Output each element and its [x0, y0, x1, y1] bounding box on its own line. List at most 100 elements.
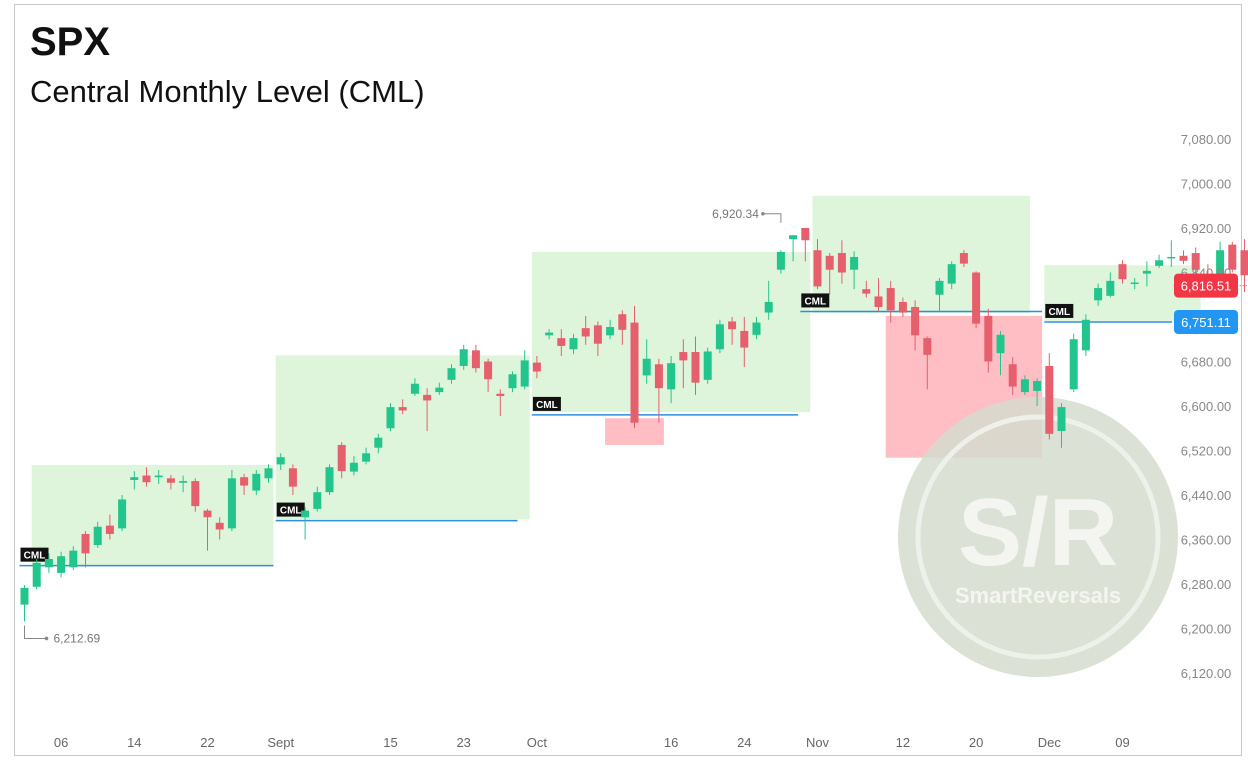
candle-body [1081, 319, 1090, 351]
candle-body [569, 338, 578, 350]
candle-body [1094, 288, 1103, 301]
cml-price-tag-box [1174, 309, 1238, 334]
candle-body [947, 264, 956, 284]
last-price-tag-label: 6,816.51 [1181, 279, 1232, 294]
candle-body [288, 468, 297, 487]
candle-body [362, 453, 371, 462]
candle-body [447, 368, 456, 380]
candle-body [1167, 256, 1176, 259]
candle-body [557, 338, 566, 346]
candle-body [81, 533, 90, 554]
candle-body [935, 280, 944, 295]
y-tick-label: 7,000.00 [1181, 177, 1232, 192]
candle-body [386, 407, 395, 429]
candle-body [984, 315, 993, 362]
cml-tag-box [276, 502, 305, 517]
candle-body [179, 481, 188, 483]
cml-tag-label: CML [280, 506, 302, 517]
y-tick-label: 6,920.00 [1181, 221, 1232, 236]
candle-body [728, 321, 737, 330]
x-tick-label: Nov [806, 735, 830, 750]
candle-body [703, 351, 712, 380]
candle-body [630, 322, 639, 423]
candle-body [508, 374, 517, 389]
x-tick-label: Dec [1038, 735, 1062, 750]
candle-body [301, 510, 310, 518]
candle-body [435, 387, 444, 393]
candle-body [642, 358, 651, 376]
y-tick-label: 6,600.00 [1181, 399, 1232, 414]
candle-body [423, 394, 432, 401]
candle-body [459, 349, 468, 366]
cml-tag-label: CML [804, 296, 826, 307]
candle-body [776, 251, 785, 270]
candle-body [215, 522, 224, 530]
cml-tag-label: CML [1048, 307, 1070, 318]
annotation-dot [44, 636, 49, 641]
x-tick-label: 22 [200, 735, 214, 750]
cml-tag-box [20, 547, 49, 562]
x-tick-label: 06 [54, 735, 68, 750]
candle-body [691, 352, 700, 383]
candle-body [1179, 255, 1188, 261]
x-tick-label: 23 [456, 735, 470, 750]
candle-body [532, 362, 541, 372]
candle-body [471, 350, 480, 369]
candle-body [20, 587, 29, 605]
candle-body [886, 288, 895, 311]
candle-body [374, 437, 383, 448]
candle-body [752, 322, 761, 335]
candle-body [1057, 407, 1066, 432]
cml-price-tag-label: 6,751.11 [1181, 315, 1231, 330]
candle-body [825, 255, 834, 270]
candle-body [764, 301, 773, 313]
candle-body [1106, 280, 1115, 296]
candle-body [130, 477, 139, 480]
watermark-circle [898, 397, 1178, 677]
candle-body [191, 481, 200, 507]
candle-body [1045, 365, 1054, 434]
watermark-ring [915, 414, 1161, 660]
candle-body [32, 562, 41, 587]
candle-body [1191, 253, 1200, 270]
candle-body [1008, 364, 1017, 387]
y-tick-label: 6,360.00 [1181, 533, 1232, 548]
candle-body [496, 393, 505, 396]
annotation-dot [761, 212, 765, 216]
x-tick-label: Oct [527, 735, 548, 750]
candle-body [1033, 380, 1042, 391]
candle-body [837, 253, 846, 273]
candle-body [996, 334, 1005, 354]
candle-body [398, 407, 407, 411]
candle-body [618, 314, 627, 330]
candle-body [410, 383, 419, 394]
candle-body [862, 289, 871, 294]
candle-body [313, 492, 322, 509]
candle-body [1142, 270, 1151, 274]
candle-body [667, 363, 676, 390]
cml-tag-box [532, 396, 561, 411]
candle-body [69, 550, 78, 568]
candle-body [484, 361, 493, 380]
cml-tag-box [801, 293, 830, 308]
last-price-tag-box [1174, 273, 1238, 298]
candle-body [1130, 282, 1139, 285]
candle-body [349, 462, 358, 472]
y-tick-label: 6,200.00 [1181, 622, 1232, 637]
candle-body [789, 235, 798, 240]
candle-body [679, 352, 688, 361]
candle-body [118, 499, 127, 529]
candle-body [1240, 250, 1248, 276]
cml-tag-box [1045, 303, 1074, 318]
candle-body [911, 306, 920, 336]
candle-body [264, 468, 273, 479]
x-tick-label: 16 [664, 735, 678, 750]
candle-body [593, 325, 602, 344]
candle-body [740, 330, 749, 348]
x-tick-label: Sept [267, 735, 294, 750]
candle-body [972, 272, 981, 324]
candle-body [276, 457, 285, 465]
x-tick-label: 20 [969, 735, 983, 750]
candle-body [959, 253, 968, 264]
